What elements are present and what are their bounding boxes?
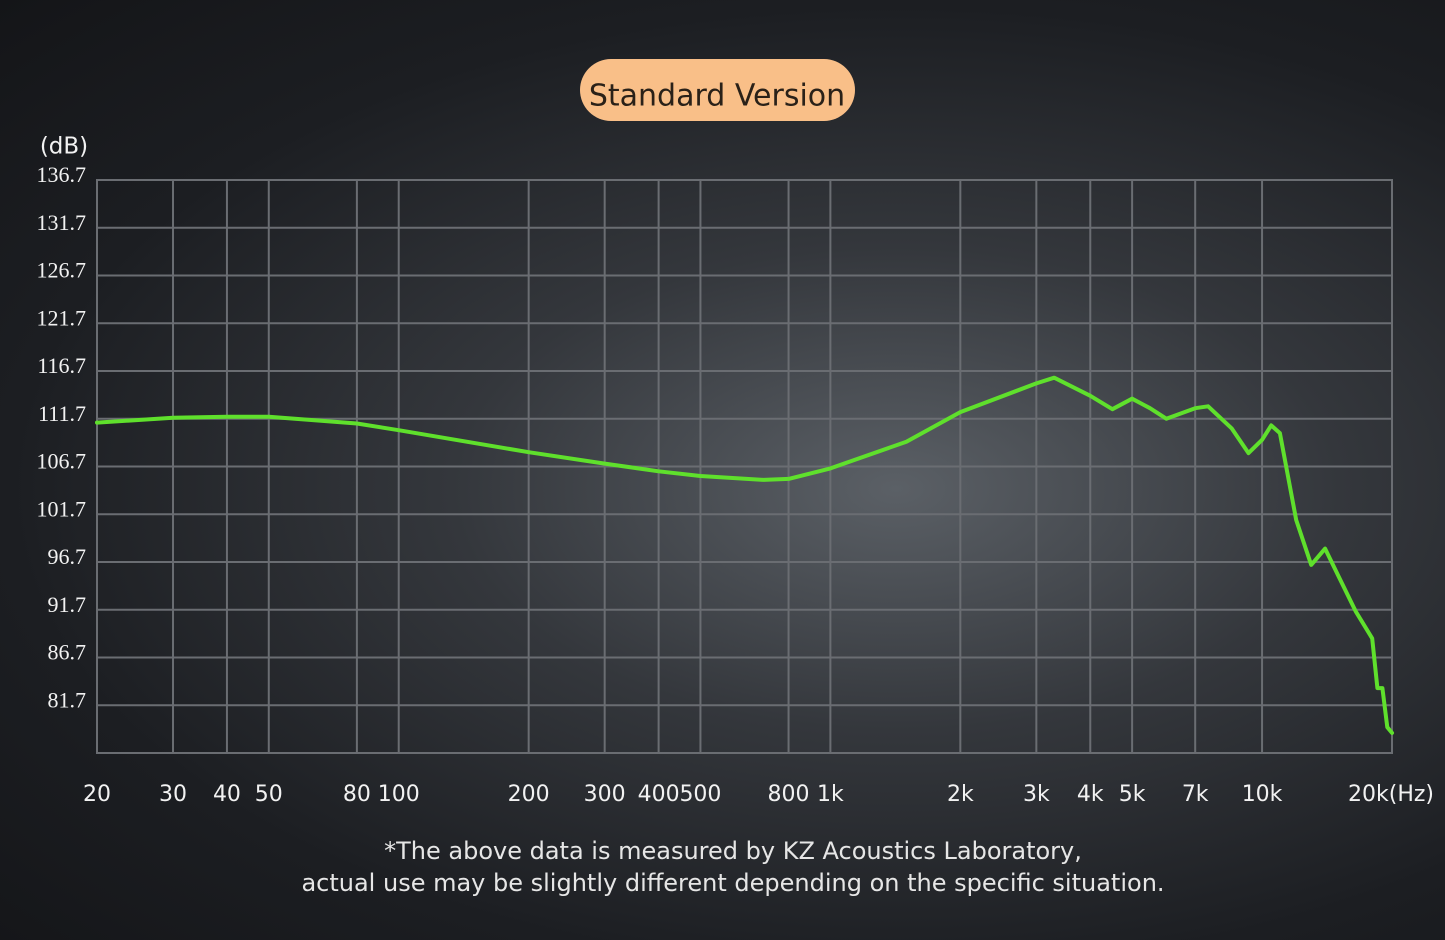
x-tick-label: 20 — [83, 782, 111, 807]
y-tick-label: 91.7 — [48, 592, 87, 617]
x-tick-label: 10k — [1242, 782, 1283, 807]
y-axis-label: (dB) — [40, 134, 88, 160]
x-tick-label: 80 — [343, 782, 371, 807]
footnote: actual use may be slightly different dep… — [301, 869, 1164, 897]
y-tick-label: 116.7 — [37, 353, 86, 378]
y-tick-label: 121.7 — [37, 305, 87, 330]
y-tick-label: 136.7 — [37, 162, 87, 187]
x-tick-label: 1k — [817, 782, 844, 807]
y-tick-label: 81.7 — [48, 687, 87, 712]
y-tick-label: 126.7 — [37, 258, 87, 283]
x-tick-label: 300 — [584, 782, 626, 807]
y-tick-label: 96.7 — [48, 544, 87, 569]
x-tick-label: 4k — [1077, 782, 1104, 807]
x-tick-label: 500 — [679, 782, 721, 807]
y-tick-label: 101.7 — [37, 496, 87, 521]
x-tick-label: 100 — [378, 782, 420, 807]
x-tick-label: 400 — [638, 782, 680, 807]
response-curve — [95, 375, 1394, 735]
y-tick-label: 106.7 — [37, 449, 87, 474]
x-tick-label: 30 — [159, 782, 187, 807]
x-tick-label: 7k — [1182, 782, 1209, 807]
title-pill — [580, 59, 855, 121]
x-tick-label: 20k(Hz) — [1348, 782, 1434, 807]
x-tick-label: 5k — [1119, 782, 1146, 807]
x-tick-label: 3k — [1023, 782, 1050, 807]
footnote: *The above data is measured by KZ Acoust… — [384, 837, 1082, 865]
x-tick-label: 200 — [508, 782, 550, 807]
y-tick-label: 131.7 — [37, 210, 87, 235]
chart-title: Standard Version — [589, 79, 845, 114]
y-tick-label: 111.7 — [38, 401, 86, 426]
x-tick-label: 40 — [213, 782, 241, 807]
x-tick-label: 2k — [947, 782, 974, 807]
x-tick-label: 50 — [255, 782, 283, 807]
y-tick-label: 86.7 — [48, 640, 87, 665]
x-tick-label: 800 — [768, 782, 810, 807]
